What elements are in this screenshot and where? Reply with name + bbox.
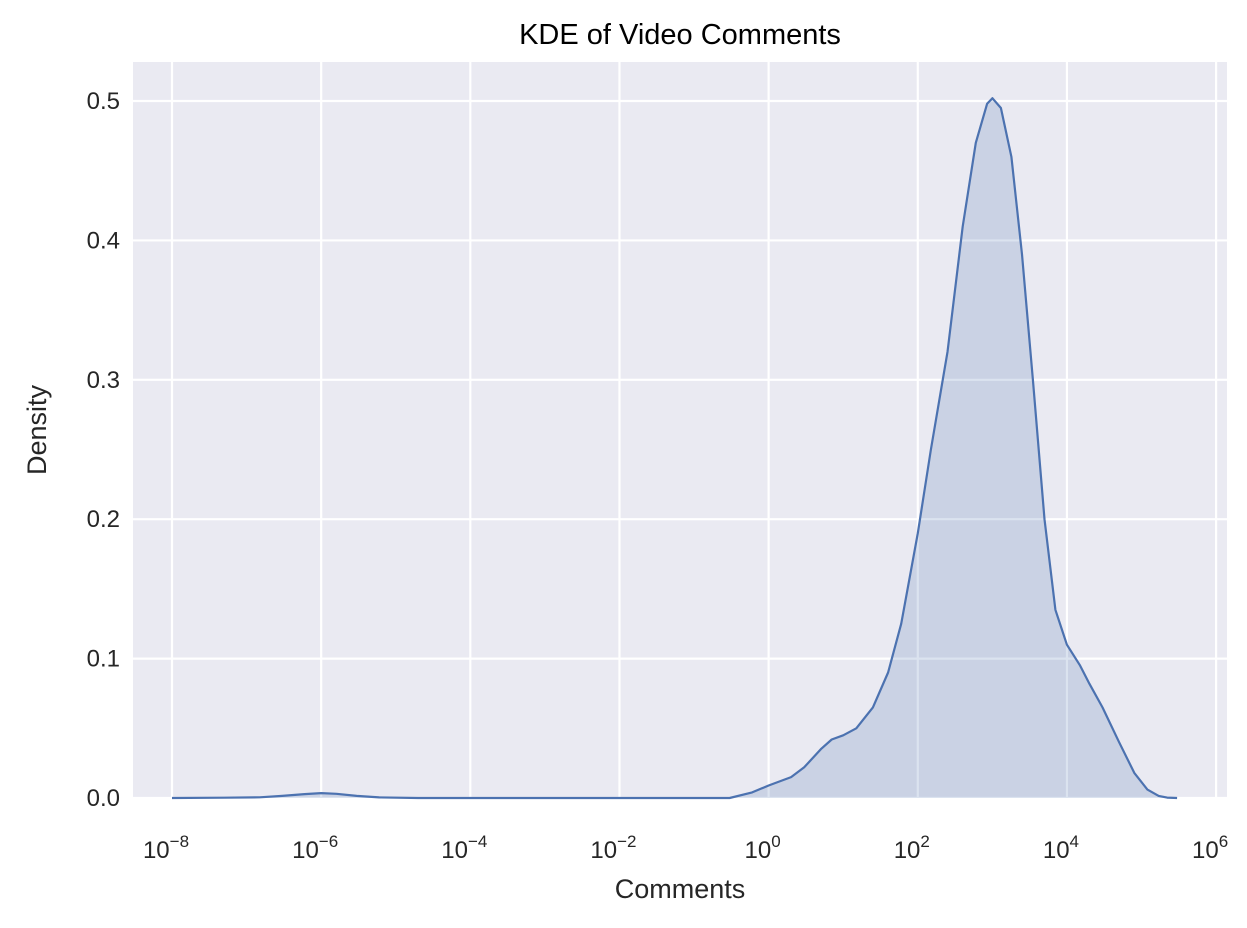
x-tick-label: 106 (1192, 832, 1228, 864)
y-axis-label: Density (22, 384, 52, 475)
x-tick-label: 104 (1043, 832, 1079, 864)
x-tick-label: 10−2 (590, 832, 636, 864)
density-layer (171, 97, 1178, 800)
x-tick-label: 102 (894, 832, 930, 864)
x-tick-labels: 10−8 10−6 10−4 10−2 100 102 104 106 (143, 832, 1228, 864)
x-tick-label: 10−8 (143, 832, 189, 864)
y-tick-label: 0.2 (87, 506, 120, 533)
x-axis-label: Comments (615, 874, 746, 904)
density-line (171, 97, 1178, 800)
y-tick-label: 0.5 (87, 88, 120, 115)
density-area (172, 98, 1178, 798)
x-tick-label: 100 (745, 832, 781, 864)
plot-area (133, 62, 1227, 798)
y-tick-label: 0.3 (87, 367, 120, 394)
y-tick-label: 0.4 (87, 227, 120, 254)
y-tick-label: 0.0 (87, 785, 120, 812)
x-tick-label: 10−4 (441, 832, 487, 864)
chart-title: KDE of Video Comments (519, 19, 841, 51)
x-tick-label: 10−6 (292, 832, 338, 864)
y-tick-label: 0.1 (87, 646, 120, 673)
y-tick-labels: 0.0 0.1 0.2 0.3 0.4 0.5 (87, 88, 120, 812)
